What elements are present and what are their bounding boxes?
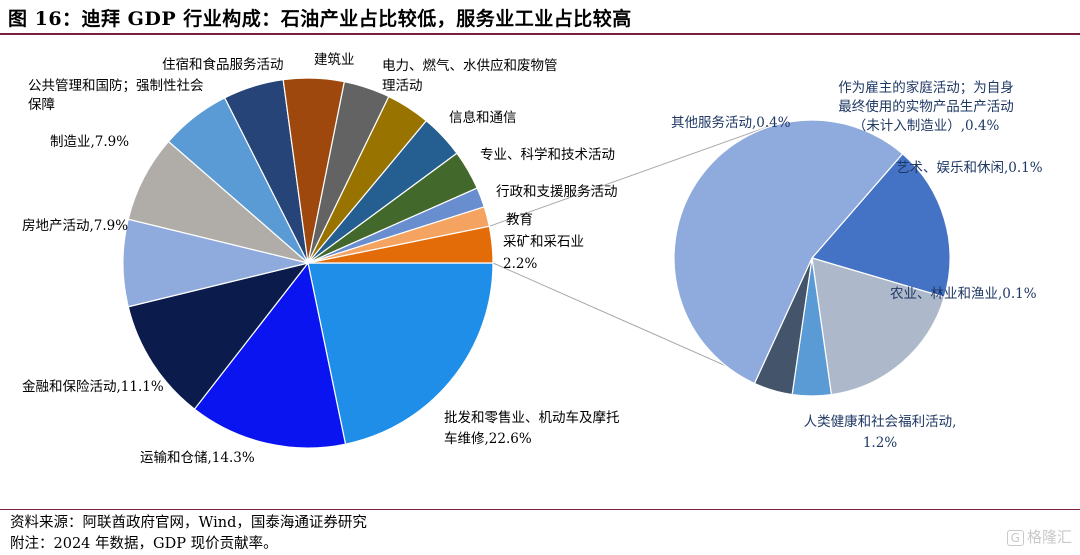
main-label-5: 公共管理和国防；强制性社会保障 [28, 78, 204, 113]
figure-title: 图 16：迪拜 GDP 行业构成：石油产业占比较低，服务业工业占比较高 [8, 8, 632, 30]
main-label-12: 教育 [506, 212, 533, 228]
main-pie [122, 77, 494, 449]
main-label-8: 电力、燃气、水供应和废物管理活动 [382, 57, 558, 94]
main-label-2: 金融和保险活动,11.1% [22, 379, 164, 395]
main-label-11: 行政和支援服务活动 [496, 184, 618, 200]
title-divider [0, 33, 1080, 35]
watermark: G 格隆汇 [1006, 526, 1072, 547]
main-slice-2 [127, 262, 310, 410]
main-label-4: 制造业,7.9% [50, 134, 129, 150]
main-label-7: 建筑业 [314, 52, 355, 68]
slice-labels: 批发和零售业、机动车及摩托车维修,22.6% 运输和仓储,14.3% 金融和保险活动… [22, 52, 1043, 466]
sub-slice-1 [811, 257, 946, 396]
sub-label-2: 艺术、娱乐和休闲,0.1% [896, 160, 1043, 176]
main-label-10: 专业、科学和技术活动 [480, 147, 615, 163]
sub-label-0: 其他服务活动,0.4% [671, 115, 791, 131]
watermark-logo-icon: G [1006, 530, 1024, 546]
main-slice-0 [307, 262, 494, 445]
sub-slice-4 [673, 119, 904, 385]
source-note: 资料来源：阿联酋政府官网，Wind，国泰海通证券研究 [10, 515, 367, 531]
sub-slice-0 [810, 153, 951, 298]
main-label-0: 批发和零售业、机动车及摩托车维修,22.6% [444, 409, 620, 447]
main-label-1: 运输和仓储,14.3% [140, 450, 255, 466]
watermark-text: 格隆汇 [1026, 528, 1072, 546]
main-slice-1 [193, 261, 347, 449]
sub-pie [673, 119, 951, 397]
main-label-13: 采矿和采石业 2.2% [503, 234, 584, 272]
main-label-6: 住宿和食品服务活动 [162, 56, 284, 73]
main-label-3: 房地产活动,7.9% [22, 218, 128, 234]
main-label-9: 信息和通信 [449, 109, 517, 126]
sub-label-1: 作为雇主的家庭活动；为自身最终使用的实物产品生产活动（未计入制造业）,0.4% [838, 79, 1014, 134]
footer-divider [0, 509, 1080, 510]
main-slice-14 [307, 225, 494, 264]
sub-label-4: 人类健康和社会福利活动, 1.2% [804, 413, 957, 451]
footnote: 附注：2024 年数据，GDP 现价贡献率。 [10, 536, 278, 552]
pie-of-pie-chart: 批发和零售业、机动车及摩托车维修,22.6% 运输和仓储,14.3% 金融和保险活动… [22, 52, 1043, 466]
connector-line-0 [489, 125, 771, 227]
sub-label-3: 农业、林业和渔业,0.1% [890, 286, 1037, 302]
